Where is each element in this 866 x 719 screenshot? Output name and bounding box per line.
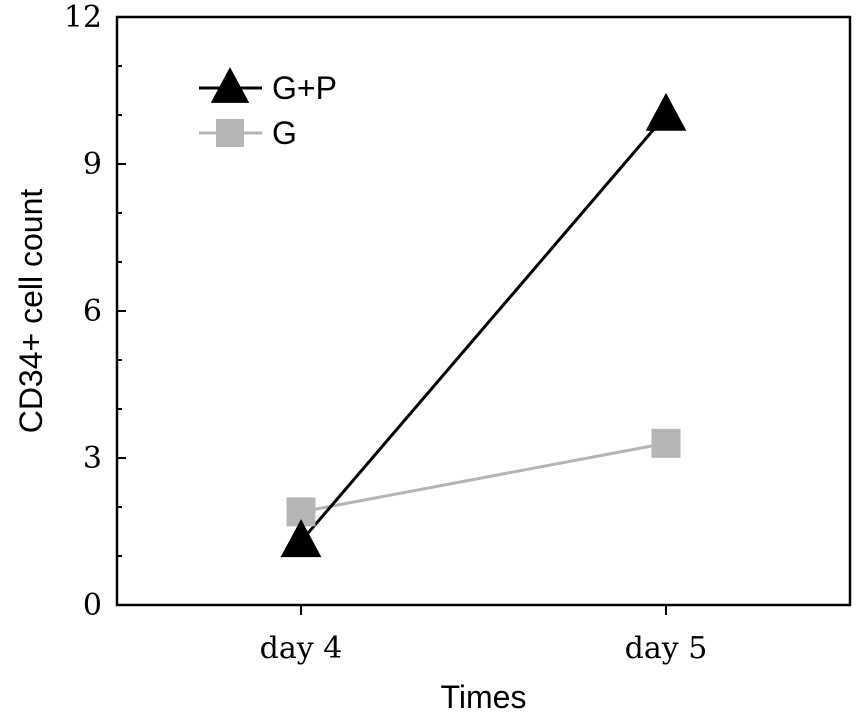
x-tick-label: day 4 <box>260 631 343 666</box>
series-line-g-p <box>299 114 668 543</box>
y-axis-ticks: 0 3 6 9 12 <box>64 0 126 623</box>
y-tick-label: 6 <box>83 294 102 329</box>
plot-frame <box>115 15 852 607</box>
x-tick-label: day 5 <box>625 631 708 666</box>
legend-label-g-p: G+P <box>272 70 337 106</box>
y-tick-label: 0 <box>83 588 102 623</box>
data-point-g-p <box>280 519 322 558</box>
data-point-g-p <box>645 92 687 131</box>
data-point-g <box>651 428 681 458</box>
y-tick-label: 12 <box>64 0 102 35</box>
y-axis-title: CD34+ cell count <box>13 189 49 434</box>
series-markers <box>280 92 687 558</box>
legend-marker-g <box>216 119 244 147</box>
legend-marker-g-p <box>210 67 250 103</box>
legend-label-g: G <box>272 115 297 151</box>
y-tick-label: 9 <box>83 147 102 182</box>
x-axis-ticks: day 4 day 5 <box>260 605 708 666</box>
series-line-g <box>300 441 667 514</box>
y-tick-label: 3 <box>83 441 102 476</box>
legend: G+P G <box>199 67 337 151</box>
series-lines <box>299 114 668 543</box>
x-axis-title: Times <box>441 679 527 715</box>
